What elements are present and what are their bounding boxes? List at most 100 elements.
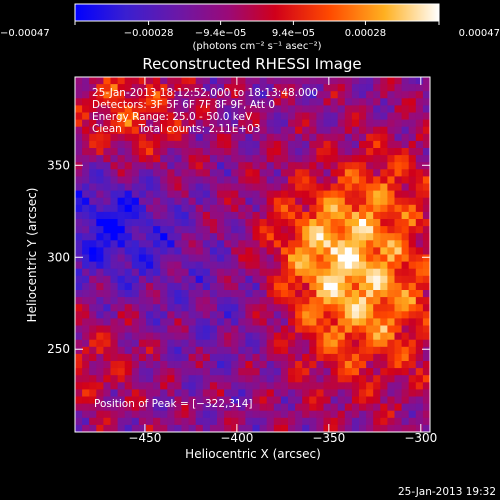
heatmap-cell: [224, 169, 232, 177]
heatmap-cell: [202, 282, 211, 291]
heatmap-cell: [131, 133, 140, 142]
heatmap-cell: [117, 219, 126, 227]
heatmap-cell: [174, 98, 182, 106]
heatmap-cell: [309, 290, 317, 298]
heatmap-cell: [188, 126, 197, 135]
heatmap-cell: [309, 368, 317, 376]
heatmap-cell: [380, 197, 388, 206]
heatmap-cell: [167, 197, 175, 206]
heatmap-cell: [124, 282, 133, 291]
heatmap-cell: [224, 389, 232, 397]
heatmap-cell: [146, 417, 154, 426]
heatmap-cell: [167, 410, 175, 419]
heatmap-cell: [117, 382, 126, 390]
heatmap-cell: [117, 297, 126, 305]
heatmap-cell: [295, 233, 303, 241]
heatmap-cell: [373, 148, 381, 156]
heatmap-cell: [366, 211, 374, 220]
heatmap-cell: [138, 247, 147, 255]
heatmap-cell: [366, 290, 374, 298]
heatmap-cell: [373, 219, 381, 227]
heatmap-cell: [266, 332, 275, 341]
heatmap-cell: [181, 304, 189, 312]
heatmap-cell: [330, 247, 339, 255]
heatmap-cell: [408, 368, 417, 376]
heatmap-cell: [167, 417, 175, 426]
heatmap-cell: [295, 297, 303, 305]
heatmap-cell: [387, 339, 395, 348]
heatmap-cell: [167, 233, 175, 241]
heatmap-cell: [295, 119, 303, 128]
heatmap-cell: [245, 126, 253, 135]
heatmap-cell: [366, 226, 374, 234]
heatmap-cell: [344, 98, 353, 106]
heatmap-cell: [131, 119, 140, 128]
heatmap-cell: [373, 353, 381, 362]
heatmap-cell: [280, 424, 289, 432]
heatmap-cell: [408, 140, 417, 149]
heatmap-cell: [167, 268, 175, 277]
heatmap-cell: [124, 339, 133, 348]
heatmap-cell: [181, 361, 189, 369]
heatmap-cell: [181, 119, 189, 128]
heatmap-cell: [259, 318, 268, 326]
heatmap-cell: [146, 98, 154, 106]
heatmap-cell: [415, 84, 424, 92]
heatmap-cell: [103, 396, 111, 404]
heatmap-cell: [131, 318, 140, 326]
heatmap-cell: [103, 353, 111, 362]
heatmap-cell: [224, 133, 232, 142]
heatmap-cell: [415, 105, 424, 113]
heatmap-cell: [337, 133, 346, 142]
heatmap-cell: [124, 190, 133, 199]
heatmap-cell: [273, 389, 282, 397]
heatmap-cell: [131, 91, 140, 99]
heatmap-cell: [344, 119, 353, 128]
heatmap-cell: [295, 211, 303, 220]
heatmap-cell: [167, 261, 175, 270]
heatmap-cell: [394, 126, 402, 135]
heatmap-cell: [131, 282, 140, 291]
heatmap-cell: [188, 396, 197, 404]
heatmap-cell: [394, 197, 402, 206]
heatmap-cell: [337, 403, 346, 412]
heatmap-cell: [181, 375, 189, 383]
heatmap-cell: [181, 311, 189, 319]
heatmap-cell: [337, 424, 346, 432]
heatmap-cell: [75, 254, 83, 262]
heatmap-cell: [387, 226, 395, 234]
heatmap-cell: [110, 204, 118, 213]
heatmap-cell: [351, 311, 360, 319]
heatmap-cell: [337, 282, 346, 291]
heatmap-cell: [245, 133, 253, 142]
heatmap-cell: [323, 140, 331, 149]
heatmap-cell: [401, 325, 410, 333]
heatmap-cell: [295, 368, 303, 376]
heatmap-cell: [245, 211, 253, 220]
heatmap-cell: [373, 169, 381, 177]
heatmap-cell: [422, 368, 430, 376]
heatmap-cell: [245, 375, 253, 383]
heatmap-cell: [89, 353, 97, 362]
heatmap-cell: [89, 162, 97, 170]
heatmap-cell: [89, 396, 97, 404]
heatmap-cell: [110, 148, 118, 156]
heatmap-cell: [110, 126, 118, 135]
heatmap-cell: [174, 389, 182, 397]
heatmap-cell: [245, 318, 253, 326]
heatmap-cell: [309, 84, 317, 92]
heatmap-cell: [131, 183, 140, 191]
heatmap-cell: [89, 77, 97, 85]
heatmap-cell: [160, 226, 168, 234]
heatmap-cell: [259, 424, 268, 432]
heatmap-cell: [117, 318, 126, 326]
heatmap-cell: [266, 169, 275, 177]
heatmap-cell: [401, 226, 410, 234]
heatmap-cell: [359, 176, 367, 184]
heatmap-cell: [138, 148, 147, 156]
heatmap-cell: [160, 361, 168, 369]
heatmap-cell: [373, 361, 381, 369]
heatmap-cell: [195, 261, 204, 270]
heatmap-cell: [238, 332, 246, 341]
heatmap-cell: [380, 290, 388, 298]
